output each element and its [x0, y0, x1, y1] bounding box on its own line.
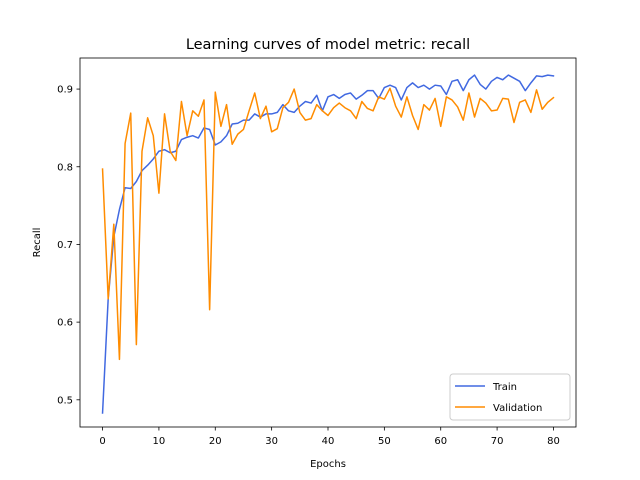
y-tick-label: 0.6 [57, 318, 73, 329]
x-tick-label: 80 [547, 436, 560, 447]
legend: Train Validation [449, 373, 571, 421]
x-tick-label: 30 [265, 436, 278, 447]
y-axis: 0.5 0.6 0.7 0.8 0.9 [57, 85, 80, 406]
x-tick-label: 70 [491, 436, 504, 447]
y-tick-label: 0.9 [57, 85, 73, 96]
plot-lines [101, 74, 555, 414]
y-tick-label: 0.8 [57, 162, 73, 173]
x-tick-label: 50 [378, 436, 391, 447]
legend-label-validation: Validation [493, 403, 542, 414]
series-line-train [101, 74, 555, 414]
legend-label-train: Train [492, 382, 517, 393]
x-tick-label: 0 [99, 436, 105, 447]
y-axis-label: Recall [32, 228, 43, 258]
x-tick-label: 60 [434, 436, 447, 447]
y-tick-label: 0.7 [57, 240, 73, 251]
x-axis: 0 10 20 30 40 50 60 70 80 [99, 427, 560, 447]
x-axis-label: Epochs [310, 459, 346, 470]
y-tick-label: 0.5 [57, 395, 73, 406]
x-tick-label: 20 [209, 436, 222, 447]
series-line-validation [101, 87, 555, 361]
x-tick-label: 10 [153, 436, 166, 447]
plot-frame [79, 57, 577, 428]
chart-title: Learning curves of model metric: recall [186, 37, 470, 53]
x-tick-label: 40 [322, 436, 335, 447]
